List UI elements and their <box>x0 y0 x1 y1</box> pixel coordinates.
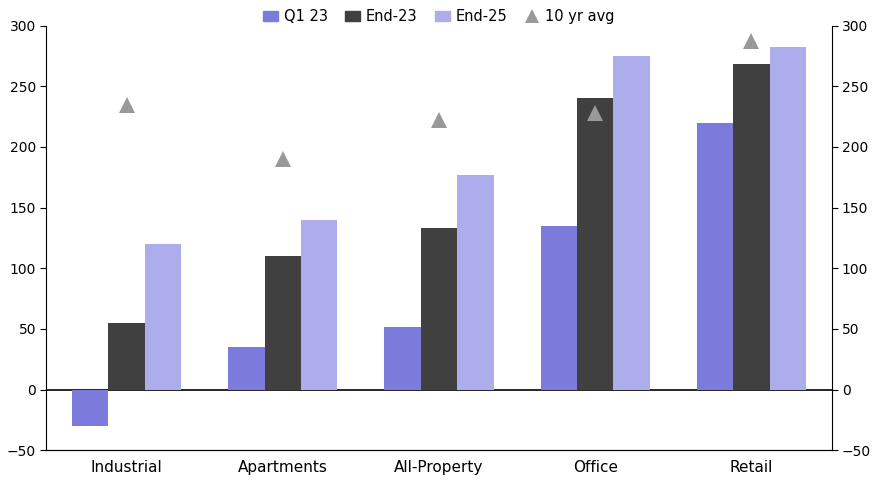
Bar <box>384 327 420 389</box>
Bar <box>457 175 493 389</box>
Bar <box>109 323 145 389</box>
Bar <box>732 65 768 389</box>
Legend: Q1 23, End-23, End-25, 10 yr avg: Q1 23, End-23, End-25, 10 yr avg <box>257 3 620 30</box>
Bar <box>613 56 649 389</box>
Bar <box>301 220 337 389</box>
Bar <box>264 256 301 389</box>
Bar <box>72 389 109 426</box>
Bar <box>768 47 805 389</box>
Bar <box>145 244 182 389</box>
Bar <box>695 123 732 389</box>
Bar <box>540 226 576 389</box>
Bar <box>228 347 264 389</box>
Bar <box>576 98 613 389</box>
Bar <box>420 228 457 389</box>
